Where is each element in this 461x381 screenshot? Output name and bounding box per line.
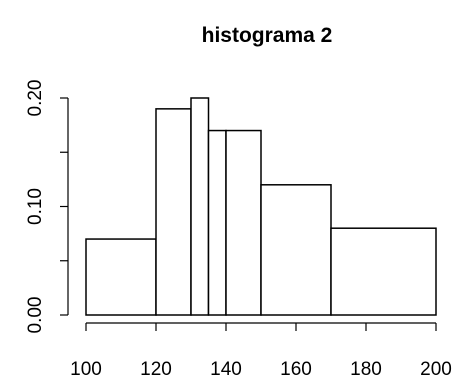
x-tick-label: 120 xyxy=(140,359,172,380)
histogram-bar-7 xyxy=(330,227,437,316)
chart-title: histograma 2 xyxy=(202,24,333,47)
y-tick-label: 0.10 xyxy=(25,188,46,225)
y-tick-label: 0.20 xyxy=(25,80,46,117)
y-tick-label: 0.00 xyxy=(25,297,46,334)
x-tick-label: 200 xyxy=(420,359,452,380)
x-tick-label: 100 xyxy=(70,359,102,380)
x-tick-label: 140 xyxy=(210,359,242,380)
histogram-bar-4 xyxy=(207,129,227,316)
histogram-bar-6 xyxy=(260,184,332,316)
histogram-bar-2 xyxy=(155,108,192,316)
y-axis: 0.00 0.10 0.20 xyxy=(25,80,69,334)
x-tick-label: 180 xyxy=(350,359,382,380)
histogram-bar-3 xyxy=(190,97,210,316)
x-axis: 100 120 140 160 180 200 xyxy=(70,322,452,380)
bars-group xyxy=(85,97,437,316)
histogram-bar-1 xyxy=(85,238,157,316)
histogram-bar-5 xyxy=(225,129,262,316)
x-tick-label: 160 xyxy=(280,359,312,380)
